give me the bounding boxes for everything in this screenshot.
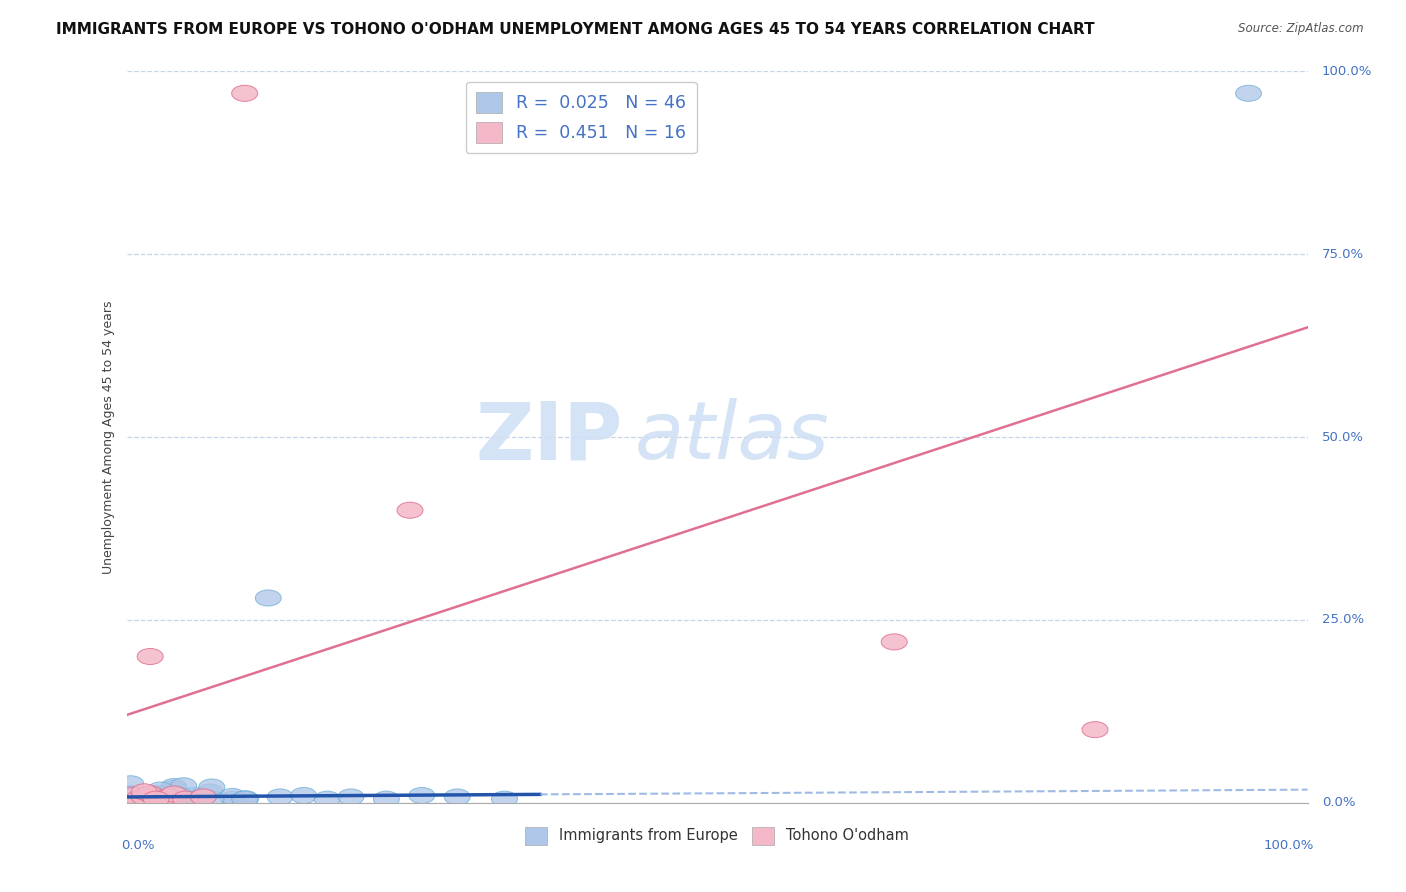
Ellipse shape <box>267 789 292 805</box>
Ellipse shape <box>219 789 245 805</box>
Ellipse shape <box>146 789 172 805</box>
Ellipse shape <box>492 791 517 807</box>
Ellipse shape <box>135 789 160 805</box>
Ellipse shape <box>256 590 281 606</box>
Ellipse shape <box>118 786 143 802</box>
Ellipse shape <box>143 791 169 807</box>
Ellipse shape <box>125 791 152 807</box>
Text: 25.0%: 25.0% <box>1322 614 1364 626</box>
Text: 0.0%: 0.0% <box>1322 797 1355 809</box>
Text: 100.0%: 100.0% <box>1263 839 1313 853</box>
Text: atlas: atlas <box>634 398 830 476</box>
Ellipse shape <box>166 788 193 804</box>
Text: IMMIGRANTS FROM EUROPE VS TOHONO O'ODHAM UNEMPLOYMENT AMONG AGES 45 TO 54 YEARS : IMMIGRANTS FROM EUROPE VS TOHONO O'ODHAM… <box>56 22 1095 37</box>
Ellipse shape <box>1083 722 1108 738</box>
Ellipse shape <box>162 789 188 805</box>
Ellipse shape <box>198 779 225 795</box>
Ellipse shape <box>232 791 257 807</box>
Ellipse shape <box>160 780 187 797</box>
Ellipse shape <box>155 793 181 809</box>
Ellipse shape <box>170 778 197 794</box>
Ellipse shape <box>337 789 364 805</box>
Ellipse shape <box>149 791 174 807</box>
Ellipse shape <box>190 789 217 805</box>
Ellipse shape <box>152 790 177 806</box>
Ellipse shape <box>131 789 157 805</box>
Ellipse shape <box>148 782 173 798</box>
Text: ZIP: ZIP <box>475 398 623 476</box>
Ellipse shape <box>152 787 179 803</box>
Text: 0.0%: 0.0% <box>121 839 155 853</box>
Text: 50.0%: 50.0% <box>1322 431 1364 443</box>
Ellipse shape <box>173 791 198 807</box>
Ellipse shape <box>138 786 163 802</box>
Ellipse shape <box>155 789 181 805</box>
Ellipse shape <box>138 648 163 665</box>
Ellipse shape <box>374 791 399 807</box>
Ellipse shape <box>160 779 187 795</box>
Text: 100.0%: 100.0% <box>1322 65 1372 78</box>
Legend: Immigrants from Europe, Tohono O'odham: Immigrants from Europe, Tohono O'odham <box>520 821 914 850</box>
Ellipse shape <box>128 791 155 807</box>
Ellipse shape <box>232 86 257 102</box>
Ellipse shape <box>159 792 186 808</box>
Ellipse shape <box>197 784 222 800</box>
Ellipse shape <box>198 791 224 807</box>
Ellipse shape <box>120 788 145 804</box>
Ellipse shape <box>315 791 340 807</box>
Ellipse shape <box>121 788 146 804</box>
Ellipse shape <box>165 792 191 808</box>
Ellipse shape <box>1236 86 1261 102</box>
Ellipse shape <box>409 788 434 804</box>
Ellipse shape <box>181 790 208 806</box>
Y-axis label: Unemployment Among Ages 45 to 54 years: Unemployment Among Ages 45 to 54 years <box>103 301 115 574</box>
Ellipse shape <box>148 789 173 805</box>
Ellipse shape <box>291 788 316 804</box>
Ellipse shape <box>179 790 205 806</box>
Text: Source: ZipAtlas.com: Source: ZipAtlas.com <box>1239 22 1364 36</box>
Ellipse shape <box>221 791 246 807</box>
Ellipse shape <box>444 789 470 805</box>
Ellipse shape <box>232 790 259 806</box>
Ellipse shape <box>118 776 143 792</box>
Ellipse shape <box>396 502 423 518</box>
Text: 75.0%: 75.0% <box>1322 248 1364 260</box>
Ellipse shape <box>882 634 907 650</box>
Ellipse shape <box>131 784 157 800</box>
Ellipse shape <box>176 793 201 809</box>
Ellipse shape <box>145 786 170 802</box>
Ellipse shape <box>146 789 173 805</box>
Ellipse shape <box>180 788 207 804</box>
Ellipse shape <box>132 794 159 810</box>
Ellipse shape <box>160 786 187 802</box>
Ellipse shape <box>139 786 165 802</box>
